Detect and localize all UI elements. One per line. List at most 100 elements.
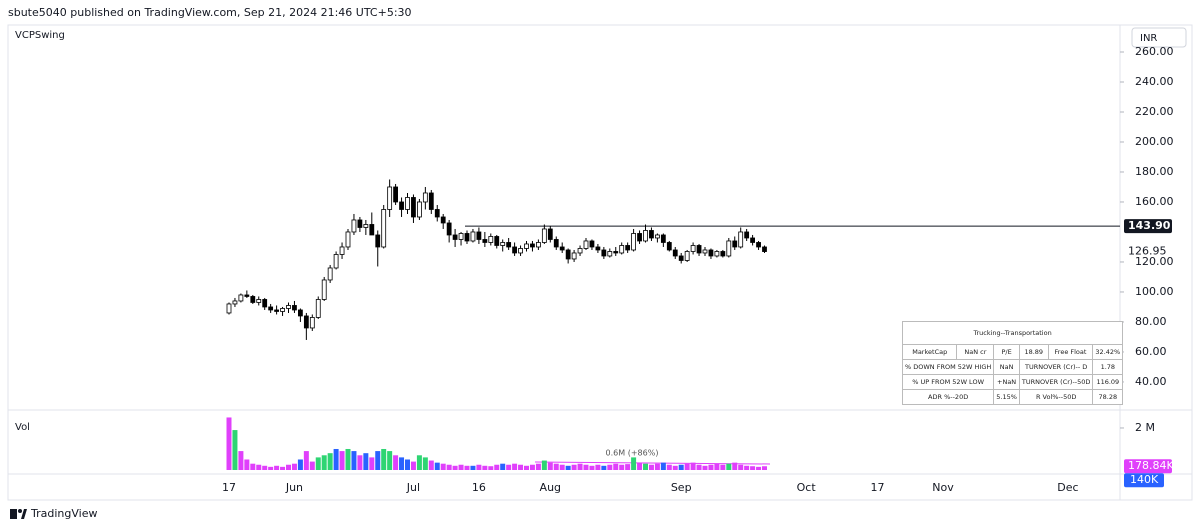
candle-body bbox=[541, 228, 547, 243]
volume-bar bbox=[309, 461, 315, 470]
volume-bar bbox=[482, 465, 488, 470]
volume-bar bbox=[518, 464, 524, 470]
volume-bar bbox=[702, 465, 708, 470]
volume-bar bbox=[286, 464, 291, 470]
candle-body bbox=[268, 306, 274, 311]
candle-body bbox=[720, 251, 726, 257]
cell: % UP FROM 52W LOW bbox=[901, 374, 995, 390]
volume-bar bbox=[607, 464, 613, 470]
cell: P/E bbox=[993, 344, 1020, 360]
candle-body bbox=[458, 233, 464, 240]
candle-body bbox=[387, 186, 393, 210]
candle-body bbox=[286, 305, 291, 309]
candle-body bbox=[440, 216, 446, 224]
y-tick-label: 100.00 bbox=[1135, 285, 1174, 298]
candle-body bbox=[333, 254, 339, 269]
candle-body bbox=[732, 240, 738, 248]
volume-tick-label: 2 M bbox=[1135, 421, 1155, 434]
candle-body bbox=[744, 231, 750, 239]
candle-body bbox=[452, 234, 458, 240]
candle-body bbox=[500, 242, 506, 246]
candle-body bbox=[309, 317, 315, 329]
candle-body bbox=[619, 245, 625, 254]
cell: 1.78 bbox=[1092, 359, 1124, 375]
candle-body bbox=[678, 255, 684, 261]
logo-mark bbox=[21, 509, 27, 519]
volume-bar bbox=[512, 463, 518, 470]
candle-body bbox=[280, 308, 285, 312]
currency[interactable]: INR bbox=[1140, 33, 1157, 44]
volume-bar bbox=[720, 464, 726, 470]
candle-body bbox=[393, 186, 399, 203]
volume-bar bbox=[410, 461, 416, 470]
candle-body bbox=[565, 249, 571, 260]
candle-body bbox=[494, 236, 500, 246]
volume-title: Vol bbox=[15, 422, 30, 433]
volume-bar bbox=[577, 463, 583, 470]
volume-bar bbox=[327, 453, 333, 470]
y-tick-label: 120.00 bbox=[1135, 255, 1174, 268]
candle-body bbox=[357, 219, 363, 228]
currency-button[interactable] bbox=[1131, 27, 1187, 48]
volume-bar bbox=[535, 463, 541, 470]
candle-body bbox=[559, 246, 565, 251]
volume-annotation: 0.6M (+86%) bbox=[606, 449, 659, 458]
candle-body bbox=[244, 294, 250, 297]
x-tick-label: Oct bbox=[797, 481, 817, 494]
volume-bar bbox=[476, 464, 482, 470]
candle-body bbox=[631, 233, 636, 251]
volume-bar bbox=[637, 462, 643, 470]
candle-body bbox=[321, 279, 327, 300]
volume-bar bbox=[488, 466, 494, 470]
cell: NaN cr bbox=[956, 344, 995, 360]
volume-bar bbox=[280, 466, 286, 470]
y-tick-label: 160.00 bbox=[1135, 195, 1174, 208]
volume-bar bbox=[321, 455, 327, 470]
volume-bar bbox=[440, 463, 446, 470]
cell: 5.15% bbox=[993, 389, 1020, 405]
volume-bar bbox=[643, 463, 648, 470]
candle-body bbox=[464, 233, 470, 242]
volume-bar bbox=[625, 464, 631, 470]
candle-body bbox=[434, 209, 440, 218]
volume-bar bbox=[654, 463, 660, 470]
candle-body bbox=[637, 233, 642, 242]
candle-body bbox=[577, 248, 583, 254]
volume-bar bbox=[524, 465, 529, 470]
volume-bar bbox=[589, 465, 595, 470]
candle-body bbox=[345, 231, 351, 248]
candle-body bbox=[518, 248, 523, 254]
cell: 78.28 bbox=[1092, 389, 1124, 405]
volume-bar bbox=[369, 457, 375, 470]
frame bbox=[7, 24, 1193, 501]
volume-bar bbox=[434, 462, 440, 470]
volume-bar bbox=[565, 465, 571, 470]
y-tick-label: 200.00 bbox=[1135, 135, 1174, 148]
candle-body bbox=[571, 252, 577, 260]
volume-bar bbox=[666, 464, 672, 470]
candle-body bbox=[476, 231, 482, 240]
y-tick-label: 40.00 bbox=[1135, 375, 1167, 388]
volume-bar bbox=[500, 463, 506, 470]
indicator-title: VCPSwing bbox=[15, 30, 65, 41]
volume-bar bbox=[690, 462, 696, 470]
candle-body bbox=[506, 242, 512, 248]
volume-bar bbox=[291, 463, 297, 470]
volume-bar bbox=[232, 430, 238, 470]
candle-body bbox=[470, 231, 476, 242]
x-tick-label: 17 bbox=[871, 481, 885, 494]
volume-bar bbox=[738, 464, 744, 470]
candle-body bbox=[524, 243, 529, 249]
candle-body bbox=[399, 201, 404, 210]
y-tick-label: 80.00 bbox=[1135, 315, 1167, 328]
volume-bar bbox=[583, 464, 589, 470]
volume-bar bbox=[262, 465, 268, 470]
candle-body bbox=[738, 231, 744, 248]
volume-bar bbox=[648, 464, 654, 470]
candle-body bbox=[696, 245, 702, 254]
volume-ma-label: 140K bbox=[1130, 473, 1159, 486]
volume-bar bbox=[529, 464, 535, 470]
volume-bar bbox=[446, 464, 452, 470]
candle-body bbox=[583, 240, 589, 249]
candle-body bbox=[274, 309, 280, 312]
